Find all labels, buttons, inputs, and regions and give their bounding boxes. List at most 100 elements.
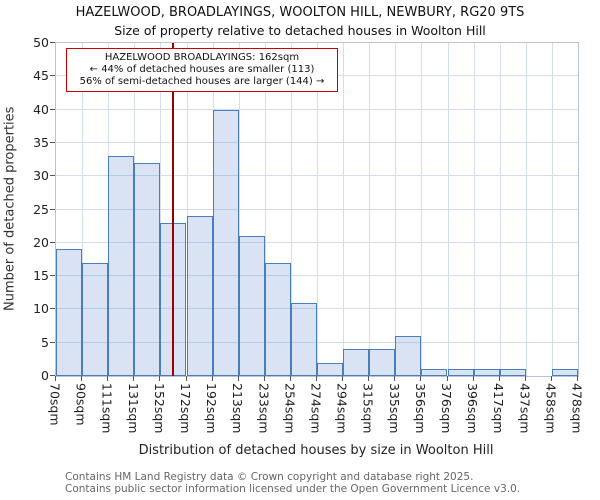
x-tick-label: 294sqm bbox=[334, 383, 350, 434]
x-tick-label: 111sqm bbox=[99, 383, 115, 434]
y-tick-label: 40 bbox=[33, 101, 49, 117]
histogram-bar bbox=[238, 236, 265, 376]
x-axis-label: Distribution of detached houses by size … bbox=[138, 443, 494, 458]
x-tick-mark bbox=[577, 376, 578, 381]
histogram-bar bbox=[56, 249, 83, 376]
x-tick-mark bbox=[185, 376, 187, 381]
x-tick-mark bbox=[342, 376, 344, 381]
x-tick-mark bbox=[237, 376, 239, 381]
v-gridline bbox=[82, 43, 84, 376]
x-tick-label: 335sqm bbox=[386, 383, 402, 434]
annotation-line1: HAZELWOOD BROADLAYINGS: 162sqm bbox=[104, 52, 300, 63]
x-tick-label: 152sqm bbox=[151, 383, 167, 434]
x-tick-mark bbox=[420, 376, 422, 381]
x-tick-label: 315sqm bbox=[360, 383, 376, 434]
x-tick-mark bbox=[55, 376, 56, 381]
histogram-bar bbox=[499, 369, 526, 376]
y-tick-label: 25 bbox=[33, 201, 49, 217]
v-gridline bbox=[525, 43, 527, 376]
footer-line1: Contains HM Land Registry data © Crown c… bbox=[65, 471, 474, 483]
x-tick-mark bbox=[524, 376, 526, 381]
histogram-bar bbox=[82, 262, 109, 376]
y-tick-mark bbox=[50, 208, 55, 210]
v-gridline bbox=[160, 43, 162, 376]
x-tick-mark bbox=[289, 376, 291, 381]
x-tick-mark bbox=[550, 376, 552, 381]
histogram-bar bbox=[447, 369, 474, 376]
v-gridline bbox=[551, 43, 553, 376]
chart-subtitle: Size of property relative to detached ho… bbox=[114, 23, 486, 38]
v-gridline bbox=[343, 43, 345, 376]
x-tick-mark bbox=[498, 376, 500, 381]
histogram-bar bbox=[473, 369, 500, 376]
y-tick-mark bbox=[50, 341, 55, 343]
y-tick-label: 35 bbox=[33, 134, 49, 150]
y-tick-mark bbox=[50, 141, 55, 143]
histogram-bar bbox=[317, 362, 344, 376]
y-tick-label: 10 bbox=[33, 301, 49, 317]
v-gridline bbox=[290, 43, 292, 376]
chart-title: HAZELWOOD, BROADLAYINGS, WOOLTON HILL, N… bbox=[75, 5, 525, 20]
v-gridline bbox=[473, 43, 475, 376]
x-tick-label: 417sqm bbox=[491, 383, 507, 434]
y-tick-mark bbox=[50, 275, 55, 277]
y-tick-mark bbox=[50, 241, 55, 243]
x-tick-label: 437sqm bbox=[517, 383, 533, 434]
x-tick-label: 356sqm bbox=[412, 383, 428, 434]
x-tick-mark bbox=[316, 376, 317, 381]
v-gridline bbox=[264, 43, 266, 376]
annotation-line2: ← 44% of detached houses are smaller (11… bbox=[89, 64, 315, 75]
x-tick-label: 254sqm bbox=[282, 383, 298, 434]
histogram-bar bbox=[186, 216, 213, 376]
v-gridline bbox=[317, 43, 318, 376]
y-tick-mark bbox=[50, 175, 55, 177]
y-tick-label: 0 bbox=[41, 368, 49, 383]
y-tick-label: 45 bbox=[33, 68, 49, 84]
histogram-bar bbox=[395, 336, 422, 376]
y-tick-label: 20 bbox=[33, 234, 49, 250]
v-gridline bbox=[238, 43, 240, 376]
v-gridline bbox=[369, 43, 371, 376]
x-tick-mark bbox=[368, 376, 370, 381]
x-tick-label: 192sqm bbox=[204, 383, 220, 434]
y-tick-mark bbox=[50, 108, 55, 110]
annotation-box: HAZELWOOD BROADLAYINGS: 162sqm ← 44% of … bbox=[66, 48, 338, 92]
v-gridline bbox=[186, 43, 188, 376]
y-tick-mark bbox=[50, 308, 55, 310]
histogram-bar bbox=[369, 349, 396, 376]
histogram-bar bbox=[134, 162, 161, 376]
footer-line2: Contains public sector information licen… bbox=[65, 482, 521, 495]
v-gridline bbox=[421, 43, 423, 376]
footer: Contains HM Land Registry data © Crown c… bbox=[65, 471, 521, 495]
x-tick-label: 213sqm bbox=[230, 383, 246, 434]
x-tick-mark bbox=[133, 376, 135, 381]
y-tick-label: 30 bbox=[33, 168, 49, 184]
x-tick-label: 396sqm bbox=[465, 383, 481, 434]
x-tick-mark bbox=[394, 376, 396, 381]
x-tick-label: 458sqm bbox=[543, 383, 559, 434]
x-tick-label: 70sqm bbox=[47, 383, 63, 426]
x-tick-mark bbox=[159, 376, 161, 381]
y-tick-mark bbox=[50, 42, 55, 43]
x-tick-mark bbox=[472, 376, 474, 381]
y-tick-label: 50 bbox=[33, 35, 49, 50]
v-gridline bbox=[395, 43, 397, 376]
x-tick-mark bbox=[211, 376, 213, 381]
v-gridline bbox=[447, 43, 449, 376]
annotation-line3: 56% of semi-detached houses are larger (… bbox=[79, 76, 325, 87]
x-tick-label: 478sqm bbox=[569, 383, 585, 434]
histogram-bar bbox=[108, 156, 135, 376]
x-tick-label: 233sqm bbox=[256, 383, 272, 434]
histogram-bar bbox=[421, 369, 448, 376]
x-tick-label: 172sqm bbox=[178, 383, 193, 434]
x-tick-mark bbox=[81, 376, 83, 381]
x-tick-mark bbox=[446, 376, 448, 381]
histogram-bar bbox=[551, 369, 578, 376]
x-tick-mark bbox=[263, 376, 265, 381]
x-tick-mark bbox=[107, 376, 109, 381]
y-tick-label: 5 bbox=[41, 334, 49, 350]
x-tick-label: 274sqm bbox=[308, 383, 324, 434]
histogram-bar bbox=[290, 302, 317, 376]
v-gridline bbox=[499, 43, 501, 376]
